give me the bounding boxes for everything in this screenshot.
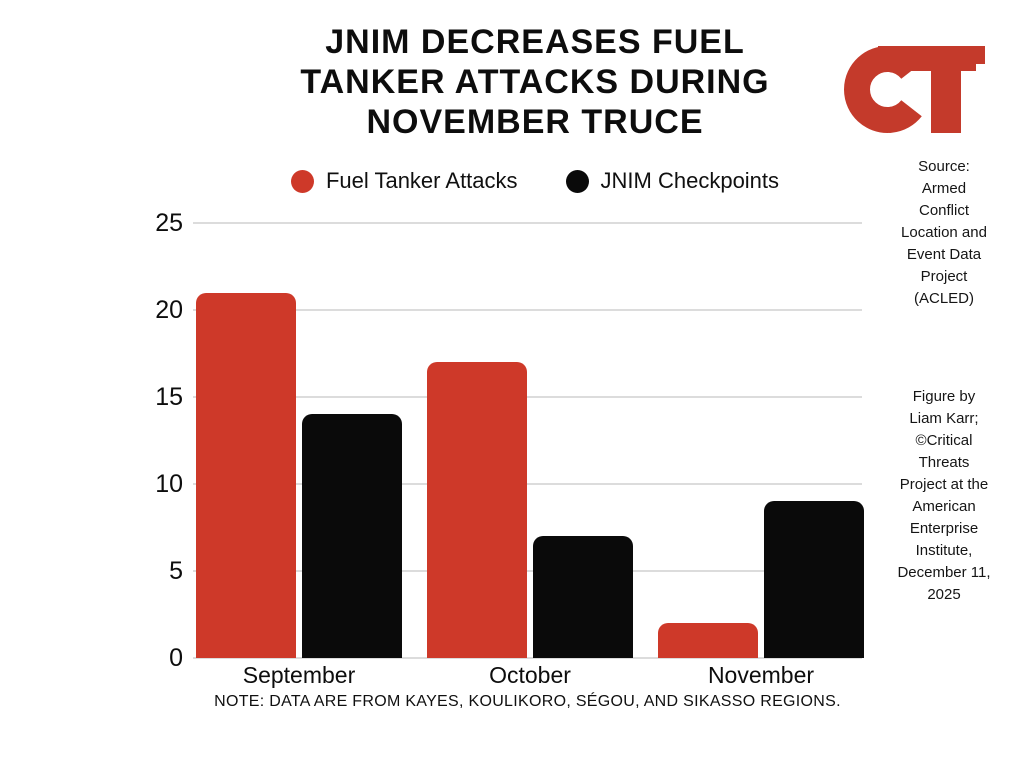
legend-dot-icon (290, 169, 314, 193)
bar-fuel-tanker-attacks-september (196, 293, 296, 658)
credit-text-line: Project at the (899, 476, 989, 493)
source-text-line: (ACLED) (913, 290, 974, 307)
credit-text-line: December 11, (897, 564, 991, 581)
credit-text-line: Figure by (912, 388, 976, 405)
credit-text-line: Liam Karr; (909, 410, 979, 427)
x-axis-category-label: November (707, 662, 815, 688)
source-text-line: Armed (921, 180, 967, 197)
legend-label: JNIM Checkpoints (600, 168, 780, 193)
chart-title-line: TANKER ATTACKS DURING (300, 63, 770, 101)
y-axis-tick-label: 10 (155, 470, 183, 498)
x-axis-category-label: October (489, 662, 571, 688)
source-text-line: Location and (901, 224, 987, 241)
y-axis-tick-label: 0 (169, 644, 183, 672)
credit-text-line: Threats (918, 454, 970, 471)
y-axis-tick-label: 15 (155, 383, 183, 411)
credit-text-line: American (912, 498, 976, 515)
chart-title-line: NOVEMBER TRUCE (366, 103, 704, 141)
source-text-line: Conflict (918, 202, 970, 219)
gridline (193, 309, 862, 311)
credit-text-line: ©Critical (915, 432, 973, 449)
bar-jnim-checkpoints-november (764, 501, 864, 658)
y-axis-tick-label: 25 (155, 209, 183, 237)
chart-title-line: JNIM DECREASES FUEL (325, 23, 745, 61)
bar-fuel-tanker-attacks-october (427, 362, 527, 658)
bar-jnim-checkpoints-september (302, 414, 402, 658)
source-text-line: Event Data (906, 246, 982, 263)
gridline (193, 657, 862, 659)
gridline (193, 570, 862, 572)
source-text-line: Project (920, 268, 968, 285)
source-text-line: Source: (918, 158, 970, 175)
chart-legend: Fuel Tanker Attacks JNIM Checkpoints (120, 166, 950, 196)
x-axis-category-label: September (242, 662, 356, 688)
credit-text-line: 2025 (927, 586, 961, 603)
footnote: NOTE: DATA ARE FROM KAYES, KOULIKORO, SÉ… (214, 693, 841, 710)
gridline (193, 222, 862, 224)
gridline (193, 396, 862, 398)
credit-text-line: Enterprise (909, 520, 979, 537)
bar-fuel-tanker-attacks-november (658, 623, 758, 658)
legend-item: Fuel Tanker Attacks (290, 168, 518, 194)
ct-logo (844, 38, 989, 140)
source-text: Source: Armed Conflict Location and Event Da… (878, 156, 1010, 310)
bar-jnim-checkpoints-october (533, 536, 633, 658)
ct-logo-icon (844, 46, 985, 133)
legend-dot-icon (565, 169, 589, 193)
gridline (193, 483, 862, 485)
credit-text: Figure by Liam Karr; ©Critical Threats Proje… (878, 386, 1010, 606)
legend-label: Fuel Tanker Attacks (325, 168, 518, 193)
legend-item: JNIM Checkpoints (565, 168, 780, 194)
credit-text-line: Institute, (915, 542, 973, 559)
plot-area (193, 222, 864, 659)
y-axis-tick-label: 5 (169, 557, 183, 585)
y-axis-tick-label: 20 (155, 296, 183, 324)
chart-title: JNIM DECREASES FUEL TANKER ATTACKS DURING… (120, 22, 950, 142)
